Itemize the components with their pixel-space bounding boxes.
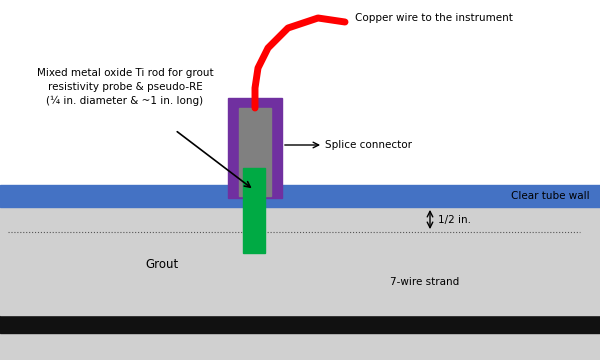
Text: (¼ in. diameter & ~1 in. long): (¼ in. diameter & ~1 in. long) xyxy=(46,96,203,106)
Bar xyxy=(0,333,600,360)
Text: Grout: Grout xyxy=(145,258,178,271)
Text: Clear tube wall: Clear tube wall xyxy=(511,191,590,201)
Bar xyxy=(239,108,271,196)
Bar xyxy=(0,185,600,207)
Text: 7-wire strand: 7-wire strand xyxy=(390,277,459,287)
Bar xyxy=(0,207,600,315)
Text: 1/2 in.: 1/2 in. xyxy=(438,215,471,225)
Bar xyxy=(243,168,265,253)
Text: Mixed metal oxide Ti rod for grout: Mixed metal oxide Ti rod for grout xyxy=(37,68,214,78)
Text: Copper wire to the instrument: Copper wire to the instrument xyxy=(355,13,513,23)
Bar xyxy=(228,98,282,198)
Text: Splice connector: Splice connector xyxy=(325,140,412,150)
Text: resistivity probe & pseudo-RE: resistivity probe & pseudo-RE xyxy=(47,82,202,92)
Bar xyxy=(0,295,600,333)
